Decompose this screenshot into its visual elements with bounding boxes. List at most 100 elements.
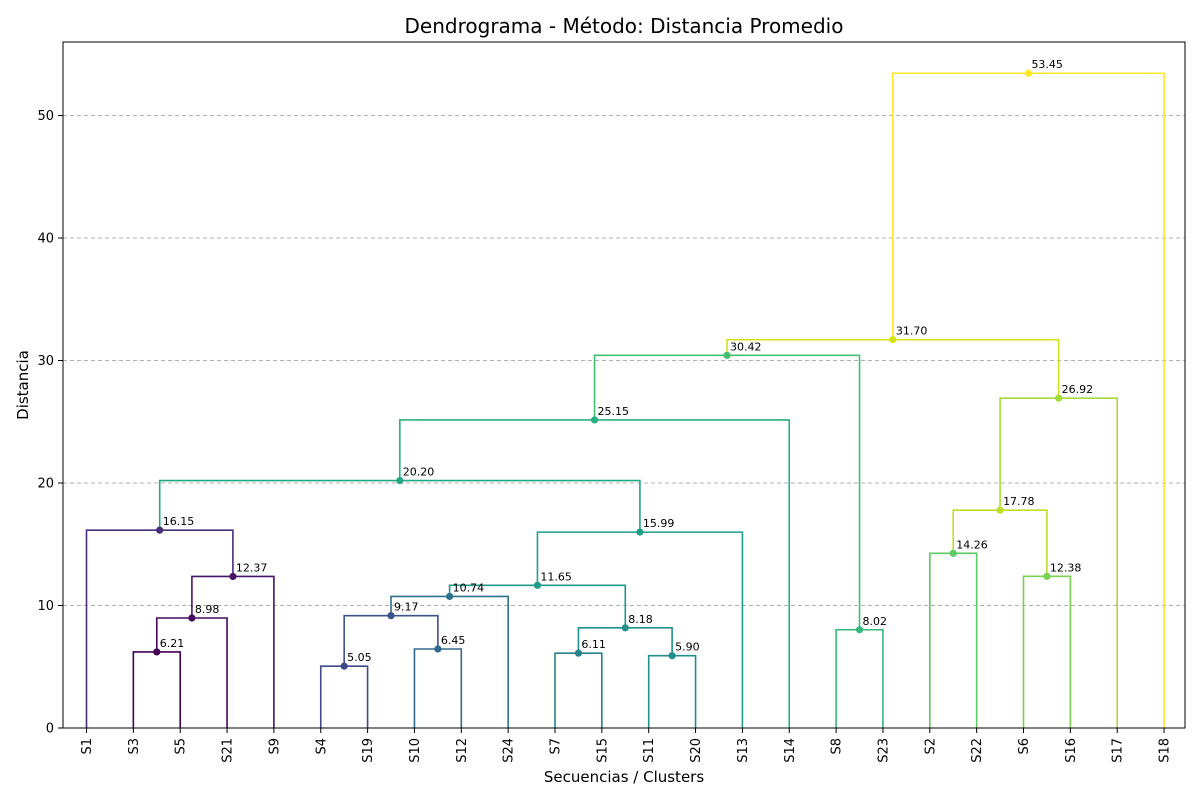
merge-node: [156, 526, 164, 534]
merge-node: [574, 649, 583, 657]
merge-distance-label: 9.17: [394, 601, 419, 614]
merge-distance-label: 5.05: [347, 651, 372, 664]
dendrogram-link: [929, 552, 978, 728]
x-tick-label: S24: [502, 738, 517, 763]
merge-node: [996, 506, 1004, 514]
merge-node: [229, 572, 237, 581]
x-tick-label: S15: [595, 738, 610, 763]
chart-title: Dendrograma - Método: Distancia Promedio: [405, 14, 844, 38]
x-tick-label: S16: [1064, 738, 1079, 763]
dendrogram-link: [726, 338, 1060, 399]
dendrogram-link: [399, 419, 791, 728]
merge-distance-label: 8.18: [628, 613, 653, 626]
x-axis-ticks: S1 S3 S5 S21 S9 S4 S19 S10 S12 S24 S7 S15 S11 S20 S13 S…: [80, 728, 1173, 763]
merge-distance-label: 6.45: [441, 634, 466, 647]
merge-distance-label: 12.37: [236, 561, 268, 574]
merge-node: [396, 476, 404, 485]
x-tick-label: S2: [923, 738, 938, 755]
merge-node: [1043, 572, 1051, 580]
x-tick-label: S6: [1017, 738, 1032, 755]
y-tick-label: 0: [46, 722, 54, 737]
merge-node: [855, 626, 864, 634]
y-tick-label: 50: [37, 109, 54, 124]
merge-distance-label: 6.11: [581, 638, 606, 651]
x-tick-label: S19: [361, 738, 376, 763]
dendrogram-link: [155, 617, 228, 728]
merge-node: [668, 652, 676, 660]
merge-node: [188, 614, 196, 622]
merge-distance-label: 16.15: [163, 515, 195, 528]
merge-distance-label: 31.70: [896, 325, 928, 338]
merge-distance-label: 6.21: [160, 637, 185, 650]
y-tick-label: 30: [37, 354, 54, 369]
dendrogram-link: [132, 651, 181, 728]
merge-node: [723, 351, 731, 359]
merge-distance-label: 26.92: [1062, 383, 1094, 396]
dendrogram-link: [593, 354, 861, 630]
merge-distance-label: 15.99: [643, 517, 675, 530]
x-tick-label: S5: [174, 738, 189, 755]
merge-distance-label: 20.20: [403, 466, 435, 479]
merge-node: [621, 624, 629, 632]
merge-distance-label: 25.15: [598, 405, 630, 418]
merge-distance-label: 14.26: [956, 538, 988, 551]
x-tick-label: S18: [1158, 738, 1173, 763]
merge-node: [387, 612, 395, 620]
x-tick-label: S3: [127, 738, 142, 755]
merge-node: [153, 648, 161, 656]
merge-node: [1024, 69, 1033, 77]
merge-labels: 6.21 8.98 12.37 16.15 5.05 6.45 9.17 10.74 6.11 5…: [160, 58, 1093, 664]
dendrogram-link: [85, 529, 234, 728]
merge-distance-label: 10.74: [453, 581, 485, 594]
y-tick-label: 20: [37, 477, 54, 492]
x-axis-label: Secuencias / Clusters: [544, 768, 704, 786]
merge-node: [1055, 394, 1063, 402]
grid-lines: [63, 115, 1185, 606]
dendrogram-link: [536, 531, 744, 728]
dendrogram-link: [647, 654, 697, 728]
x-tick-label: S14: [783, 738, 798, 763]
merge-distance-label: 12.38: [1050, 561, 1082, 574]
y-tick-label: 40: [37, 232, 54, 247]
dendrogram-link: [892, 72, 1165, 728]
dendrogram-link: [319, 665, 369, 728]
x-tick-label: S13: [736, 738, 751, 763]
x-tick-label: S10: [408, 738, 423, 763]
merge-node: [340, 662, 348, 670]
y-axis-ticks: 0 10 20 30 40 50: [37, 109, 63, 737]
x-tick-label: S22: [970, 738, 985, 763]
dendrogram-link: [1022, 575, 1072, 728]
x-tick-label: S20: [689, 738, 704, 763]
x-tick-label: S1: [80, 738, 95, 755]
y-tick-label: 10: [37, 599, 54, 614]
merge-node: [590, 416, 599, 424]
merge-node: [636, 528, 644, 536]
x-tick-label: S11: [642, 738, 657, 763]
y-axis-label: Distancia: [14, 350, 32, 420]
merge-distance-label: 53.45: [1031, 58, 1063, 71]
x-tick-label: S23: [876, 738, 891, 763]
merge-node: [445, 592, 454, 601]
dendrogram-link: [191, 575, 275, 728]
merge-distance-label: 5.90: [675, 641, 700, 654]
merge-node: [889, 336, 897, 344]
merge-node: [533, 581, 542, 589]
x-tick-label: S21: [221, 738, 236, 763]
x-tick-label: S12: [455, 738, 470, 763]
x-tick-label: S17: [1111, 738, 1126, 763]
merge-distance-label: 11.65: [540, 570, 572, 583]
x-tick-label: S7: [549, 738, 564, 755]
dendrogram-link: [835, 628, 884, 728]
merge-distance-label: 30.42: [730, 340, 762, 353]
merge-node: [434, 645, 442, 653]
merge-node: [949, 549, 957, 557]
dendrogram-link: [413, 648, 463, 728]
merge-distance-label: 8.98: [195, 603, 220, 616]
merge-distance-label: 17.78: [1003, 495, 1034, 508]
dendrogram-link: [554, 652, 603, 728]
merge-nodes: [153, 69, 1063, 670]
plot-frame: [62, 41, 1186, 729]
x-tick-label: S9: [267, 738, 282, 755]
x-tick-label: S4: [314, 738, 329, 755]
